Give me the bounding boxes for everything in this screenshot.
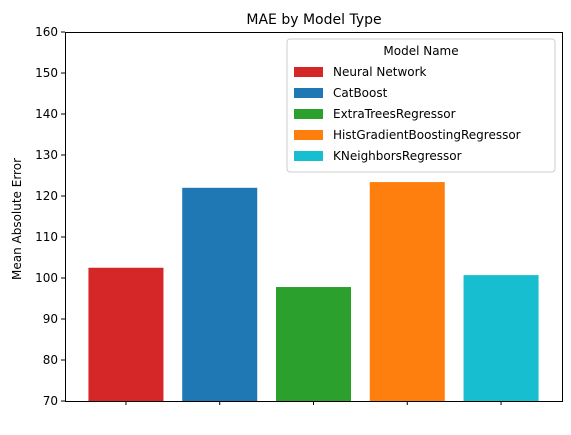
- legend-label: CatBoost: [333, 86, 388, 100]
- legend-items: Neural Network CatBoost ExtraTreesRegresso…: [294, 65, 521, 163]
- plot-frame: [65, 32, 563, 402]
- bar-kneighborsregressor: [463, 275, 539, 401]
- legend-title: Model Name: [383, 44, 458, 58]
- bar-histgradientboostingregressor: [369, 182, 445, 401]
- legend-label: Neural Network: [333, 65, 427, 79]
- legend-label: ExtraTreesRegressor: [333, 107, 456, 121]
- bars-group: [88, 182, 539, 401]
- y-tick-label: 130: [35, 148, 58, 162]
- y-tick-label: 90: [43, 312, 58, 326]
- y-axis-ticks: 70 80 90 100 110 120 130 140 150 160: [35, 25, 65, 408]
- y-tick-label: 70: [43, 394, 58, 408]
- y-tick-label: 160: [35, 25, 58, 39]
- y-tick-label: 140: [35, 107, 58, 121]
- legend-label: HistGradientBoostingRegressor: [333, 128, 521, 142]
- y-tick-label: 150: [35, 66, 58, 80]
- legend-swatch: [294, 67, 323, 77]
- y-tick-label: 120: [35, 189, 58, 203]
- y-axis-label: Mean Absolute Error: [10, 158, 24, 280]
- bar-neural-network: [88, 267, 164, 401]
- legend-swatch: [294, 88, 323, 98]
- y-tick-label: 100: [35, 271, 58, 285]
- legend-swatch: [294, 130, 323, 140]
- legend: Model Name Neural Network CatBoost ExtraTr…: [286, 38, 556, 173]
- legend-box: [286, 38, 556, 173]
- y-tick-label: 110: [35, 230, 58, 244]
- bar-catboost: [182, 187, 258, 401]
- legend-swatch: [294, 109, 323, 119]
- legend-swatch: [294, 151, 323, 161]
- bar-extratreesregressor: [275, 287, 352, 401]
- legend-label: KNeighborsRegressor: [333, 149, 462, 163]
- y-tick-label: 80: [43, 353, 58, 367]
- chart-title: MAE by Model Type: [246, 12, 381, 28]
